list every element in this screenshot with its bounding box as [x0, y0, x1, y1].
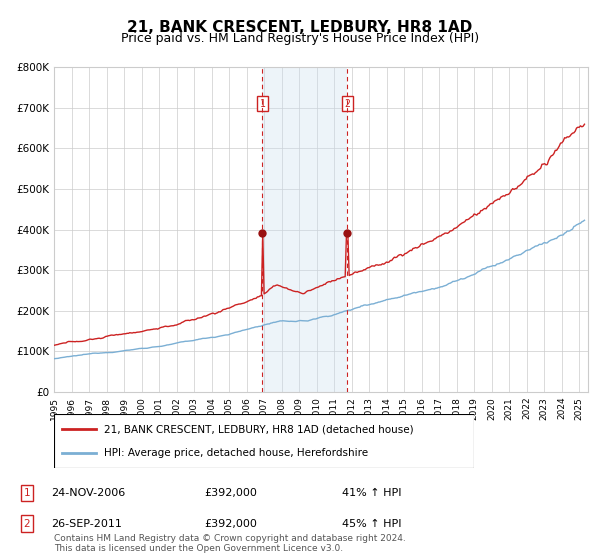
Text: Contains HM Land Registry data © Crown copyright and database right 2024.
This d: Contains HM Land Registry data © Crown c…	[54, 534, 406, 553]
Text: 24-NOV-2006: 24-NOV-2006	[51, 488, 125, 498]
Text: 2: 2	[23, 519, 31, 529]
Bar	[262, 67, 347, 392]
Text: 26-SEP-2011: 26-SEP-2011	[51, 519, 122, 529]
Text: 21, BANK CRESCENT, LEDBURY, HR8 1AD (detached house): 21, BANK CRESCENT, LEDBURY, HR8 1AD (det…	[104, 424, 414, 435]
Text: 45% ↑ HPI: 45% ↑ HPI	[342, 519, 401, 529]
Text: 41% ↑ HPI: 41% ↑ HPI	[342, 488, 401, 498]
Text: 21, BANK CRESCENT, LEDBURY, HR8 1AD: 21, BANK CRESCENT, LEDBURY, HR8 1AD	[127, 20, 473, 35]
Text: HPI: Average price, detached house, Herefordshire: HPI: Average price, detached house, Here…	[104, 447, 368, 458]
Text: 2: 2	[344, 99, 350, 109]
Text: 1: 1	[23, 488, 31, 498]
Text: £392,000: £392,000	[204, 488, 257, 498]
Text: 1: 1	[259, 99, 265, 109]
Text: £392,000: £392,000	[204, 519, 257, 529]
Text: Price paid vs. HM Land Registry's House Price Index (HPI): Price paid vs. HM Land Registry's House …	[121, 32, 479, 45]
FancyBboxPatch shape	[54, 414, 474, 468]
